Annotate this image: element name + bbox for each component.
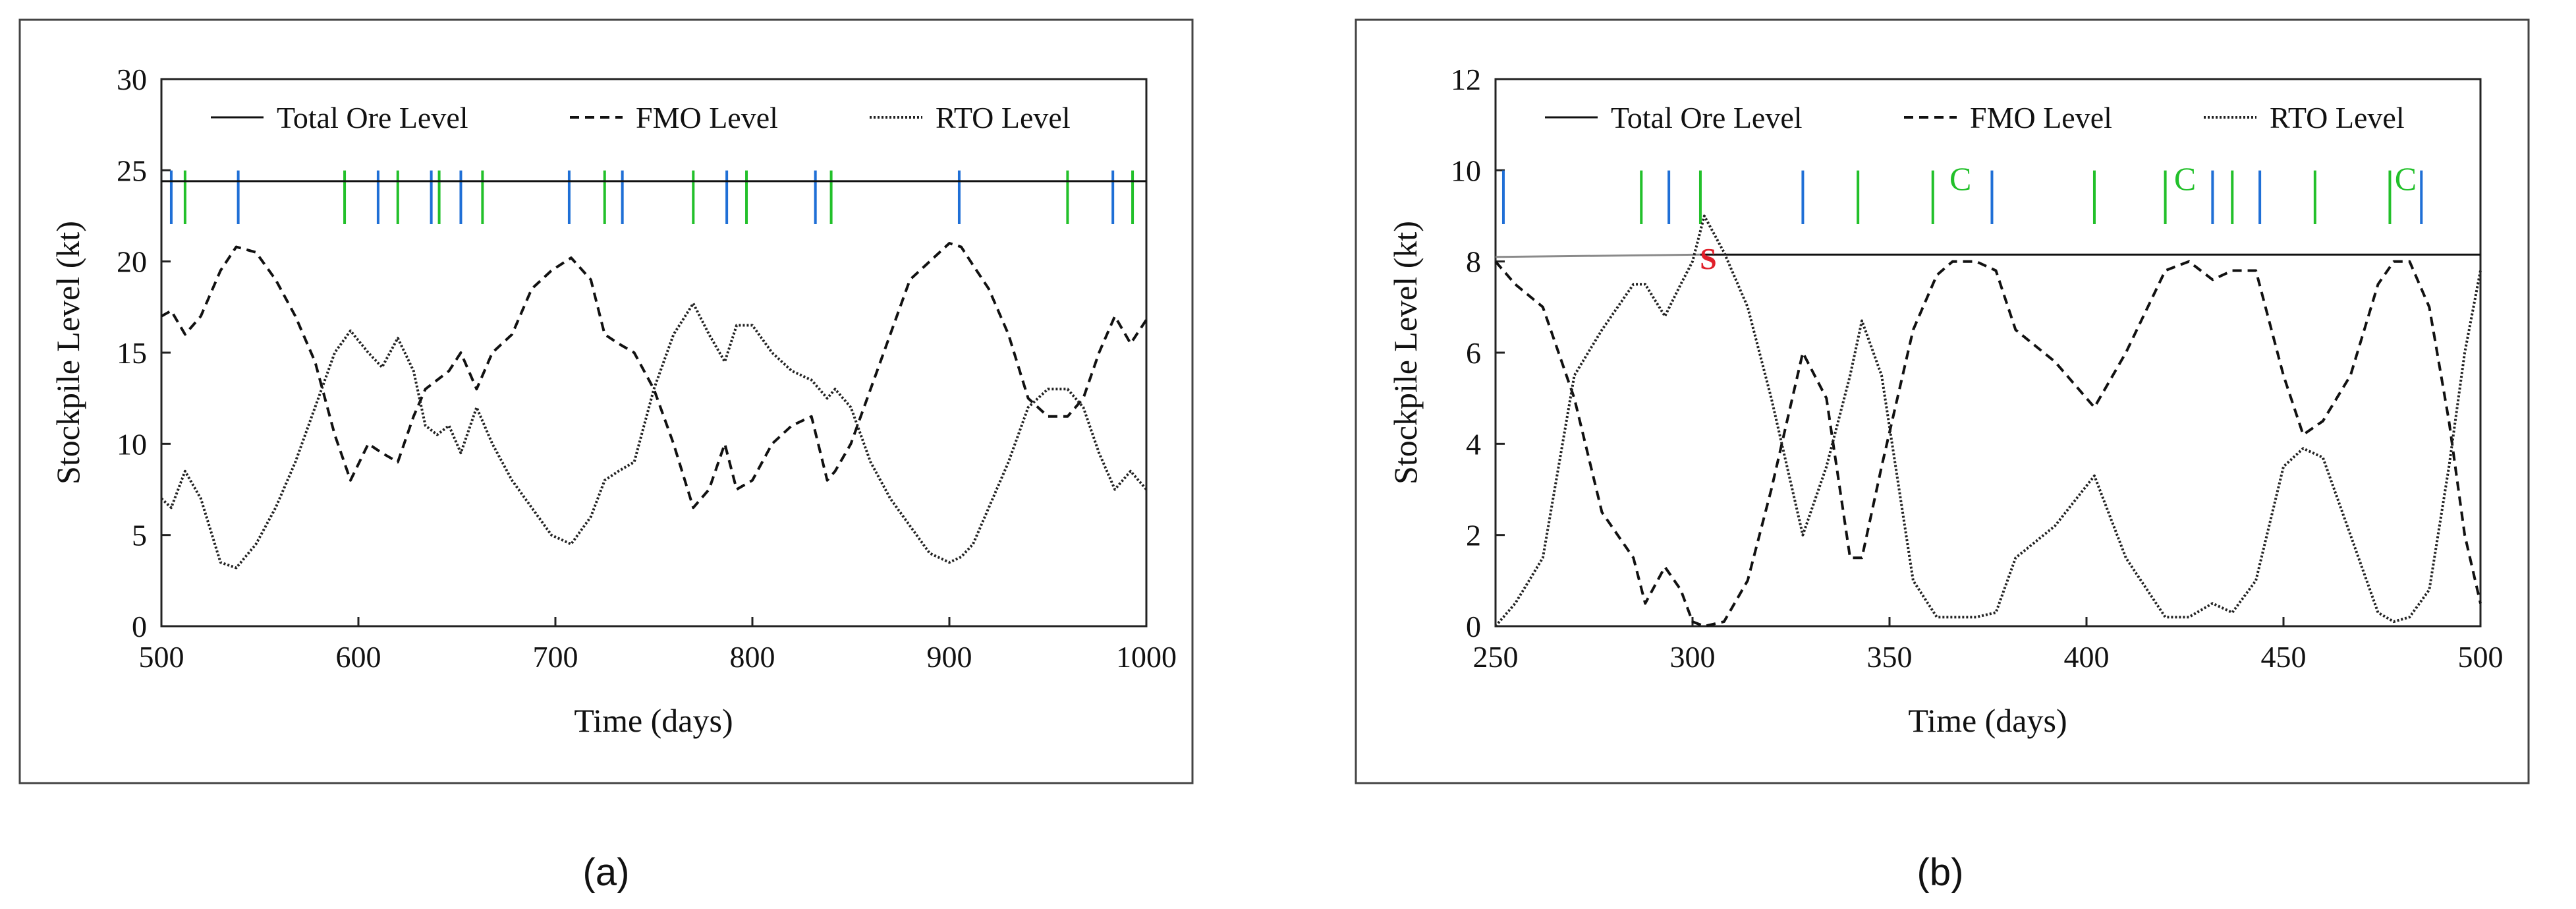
series-line-fmo-level bbox=[1494, 260, 2482, 628]
panel-b-series bbox=[1494, 214, 2482, 628]
panel-b-event-marks bbox=[1501, 170, 2423, 224]
series-line-fmo-level bbox=[161, 242, 1148, 510]
y-tick-label: 10 bbox=[1451, 154, 1481, 187]
legend-label: RTO Level bbox=[2270, 101, 2405, 134]
panel-b-legend: Total Ore Level FMO Level RTO Level bbox=[1545, 101, 2405, 134]
panel-a-legend: Total Ore Level FMO Level RTO Level bbox=[211, 101, 1071, 134]
x-tick-label: 400 bbox=[2064, 640, 2110, 674]
y-tick-label: 25 bbox=[117, 154, 147, 187]
panel-a-event-marks bbox=[169, 170, 1134, 224]
x-tick-label: 600 bbox=[336, 640, 381, 674]
legend-label: FMO Level bbox=[636, 101, 778, 134]
y-tick-label: 4 bbox=[1466, 427, 1481, 461]
panel-a-frame bbox=[18, 18, 1194, 784]
x-tick-label: 500 bbox=[139, 640, 184, 674]
y-tick-label: 5 bbox=[132, 519, 147, 552]
panel-b-caption: (b) bbox=[1917, 851, 1964, 894]
x-tick-label: 1000 bbox=[1116, 640, 1177, 674]
annotation-s: S bbox=[1700, 242, 1717, 276]
y-tick-label: 15 bbox=[117, 336, 147, 370]
y-tick-label: 30 bbox=[117, 63, 147, 96]
series-line-total-ore-level-pre-split bbox=[1495, 253, 1701, 258]
y-tick-label: 12 bbox=[1451, 63, 1481, 96]
chart-panel-b: 250 300 350 400 450 500 0 2 4 6 8 10 12 Total Ore Le… bbox=[1355, 18, 2530, 784]
y-tick-label: 6 bbox=[1466, 336, 1481, 370]
panel-b-y-axis-label: Stockpile Level (kt) bbox=[1387, 221, 1424, 484]
x-tick-label: 900 bbox=[927, 640, 972, 674]
panel-a-x-axis-label: Time (days) bbox=[574, 702, 733, 739]
panel-b-frame bbox=[1355, 18, 2530, 784]
legend-label: RTO Level bbox=[936, 101, 1071, 134]
annotation-c: C bbox=[2395, 160, 2417, 197]
annotation-c: C bbox=[2174, 160, 2196, 197]
y-tick-label: 10 bbox=[117, 427, 147, 461]
chart-panel-a: 500 600 700 800 900 1000 0 5 10 15 20 25 30 Total Or… bbox=[18, 18, 1194, 784]
legend-label: FMO Level bbox=[1970, 101, 2112, 134]
legend-label: Total Ore Level bbox=[277, 101, 468, 134]
y-tick-label: 0 bbox=[132, 610, 147, 643]
x-tick-label: 500 bbox=[2458, 640, 2504, 674]
y-tick-label: 8 bbox=[1466, 245, 1481, 279]
y-tick-label: 2 bbox=[1466, 519, 1481, 552]
annotation-c: C bbox=[1949, 160, 1971, 197]
legend-label: Total Ore Level bbox=[1611, 101, 1803, 134]
panel-a-caption: (a) bbox=[583, 851, 630, 894]
x-tick-label: 350 bbox=[1867, 640, 1913, 674]
x-tick-label: 250 bbox=[1473, 640, 1519, 674]
series-line-rto-level bbox=[160, 302, 1148, 570]
series-line-rto-level bbox=[1494, 214, 2482, 628]
panel-a-y-axis-label: Stockpile Level (kt) bbox=[49, 221, 86, 484]
y-tick-label: 20 bbox=[117, 245, 147, 279]
x-tick-label: 700 bbox=[533, 640, 578, 674]
panel-a-series bbox=[160, 180, 1148, 570]
panel-b-annotations: C C C S bbox=[1700, 160, 2417, 276]
x-tick-label: 800 bbox=[730, 640, 775, 674]
x-tick-label: 300 bbox=[1670, 640, 1716, 674]
panel-b-x-axis-label: Time (days) bbox=[1908, 702, 2067, 739]
y-tick-label: 0 bbox=[1466, 610, 1481, 643]
panel-a-ticks: 500 600 700 800 900 1000 0 5 10 15 20 25 30 bbox=[117, 63, 1177, 674]
x-tick-label: 450 bbox=[2261, 640, 2307, 674]
